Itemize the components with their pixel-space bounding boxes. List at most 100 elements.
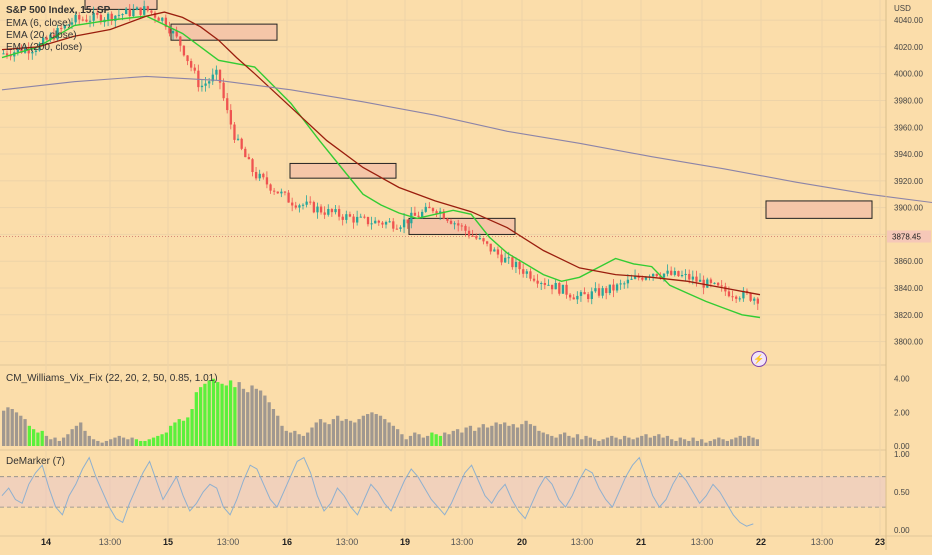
vix-bar: [113, 437, 117, 446]
candle-body: [413, 212, 417, 216]
candle-body: [135, 7, 139, 11]
vix-bar: [434, 434, 438, 446]
vix-bar: [353, 422, 357, 446]
candle-body: [377, 220, 380, 223]
vix-bar: [156, 435, 160, 446]
vix-bar: [348, 420, 353, 446]
last-price-label: 3878.45: [892, 233, 921, 242]
candle-body: [301, 204, 305, 206]
candle-body: [753, 298, 756, 301]
sell-zone[interactable]: [289, 162, 397, 179]
vix-bar: [121, 437, 126, 446]
vix-bar: [87, 435, 91, 446]
candle-body: [417, 215, 420, 217]
candle-body: [561, 284, 565, 294]
candle-body: [9, 55, 12, 57]
candle-body: [615, 284, 619, 291]
symbol-legend[interactable]: S&P 500 Index, 15, SP: [6, 5, 110, 16]
candle-body: [222, 82, 225, 99]
ema-line: [1, 75, 932, 204]
candle-body: [186, 55, 189, 62]
time-tick-label: 13:00: [811, 537, 834, 547]
candle-body: [139, 7, 142, 15]
candle-body: [594, 288, 597, 292]
ema200-legend[interactable]: EMA (200, close): [6, 42, 82, 53]
vix-bar: [490, 425, 494, 446]
candle-body: [384, 222, 388, 225]
sell-zone[interactable]: [170, 23, 278, 41]
vix-bar: [233, 387, 237, 446]
vix-bar: [344, 419, 348, 446]
candle-body: [630, 278, 633, 280]
lightning-icon[interactable]: ⚡: [751, 351, 767, 367]
candle-body: [280, 191, 283, 194]
ema-line: [1, 15, 761, 319]
candle-body: [558, 282, 561, 294]
time-tick-label: 21: [636, 537, 646, 547]
candle-body: [543, 283, 547, 285]
demarker-legend[interactable]: DeMarker (7): [6, 456, 65, 467]
candle-body: [247, 157, 251, 160]
candle-body: [583, 292, 586, 295]
candle-body: [168, 26, 171, 34]
candle-body: [428, 206, 431, 209]
vix-legend[interactable]: CM_Williams_Vix_Fix (22, 20, 2, 50, 0.85…: [6, 373, 218, 384]
candle-body: [691, 276, 695, 280]
vix-bar: [730, 439, 734, 446]
candle-body: [319, 206, 323, 213]
candle-body: [99, 14, 103, 23]
candle-body: [381, 222, 384, 225]
candle-body: [298, 205, 301, 208]
sell-zone[interactable]: [765, 200, 873, 219]
vix-bar: [378, 415, 383, 446]
vix-bar: [674, 440, 678, 446]
demarker-label: DeMarker (7): [6, 456, 65, 467]
vix-bar: [147, 439, 151, 446]
candle-body: [294, 205, 297, 208]
candle-body: [42, 37, 45, 44]
candle-body: [366, 217, 370, 225]
vix-bar: [665, 435, 670, 446]
candle-body: [655, 273, 658, 277]
vix-bar: [652, 435, 657, 446]
vix-bar: [181, 420, 186, 446]
vix-bar: [511, 424, 515, 446]
candle-body: [410, 212, 413, 224]
candle-body: [623, 283, 626, 285]
vix-bar: [361, 415, 366, 446]
vix-bar: [631, 439, 635, 446]
candle-body: [49, 34, 52, 40]
candle-body: [453, 223, 456, 225]
vix-bar: [537, 430, 541, 446]
vix-bar: [246, 392, 250, 446]
candle-body: [193, 67, 196, 71]
candle-body: [179, 36, 182, 46]
vix-bar: [27, 425, 31, 446]
candle-body: [171, 30, 175, 34]
vix-bar: [708, 440, 712, 446]
candle-body: [421, 211, 424, 217]
vix-bar: [751, 437, 755, 446]
candle-body: [695, 276, 698, 282]
vix-bar: [494, 422, 498, 446]
vix-bar: [503, 422, 507, 446]
candle-body: [153, 12, 157, 18]
vix-bar: [374, 414, 378, 446]
candle-body: [374, 220, 377, 224]
ema6-legend[interactable]: EMA (6, close): [6, 18, 71, 29]
candle-body: [341, 216, 344, 220]
vix-bar: [507, 425, 511, 446]
candle-body: [117, 14, 121, 16]
vix-bar: [417, 434, 421, 446]
candle-body: [688, 273, 691, 280]
vix-bar: [700, 439, 704, 446]
vix-bar: [614, 437, 618, 446]
candle-body: [78, 15, 81, 20]
candle-body: [265, 177, 269, 185]
sell-zone[interactable]: [84, 0, 158, 10]
time-tick-label: 13:00: [336, 537, 359, 547]
ema20-legend[interactable]: EMA (20, close): [6, 30, 77, 41]
last-price-badge: [887, 230, 931, 243]
candle-body: [388, 221, 391, 223]
